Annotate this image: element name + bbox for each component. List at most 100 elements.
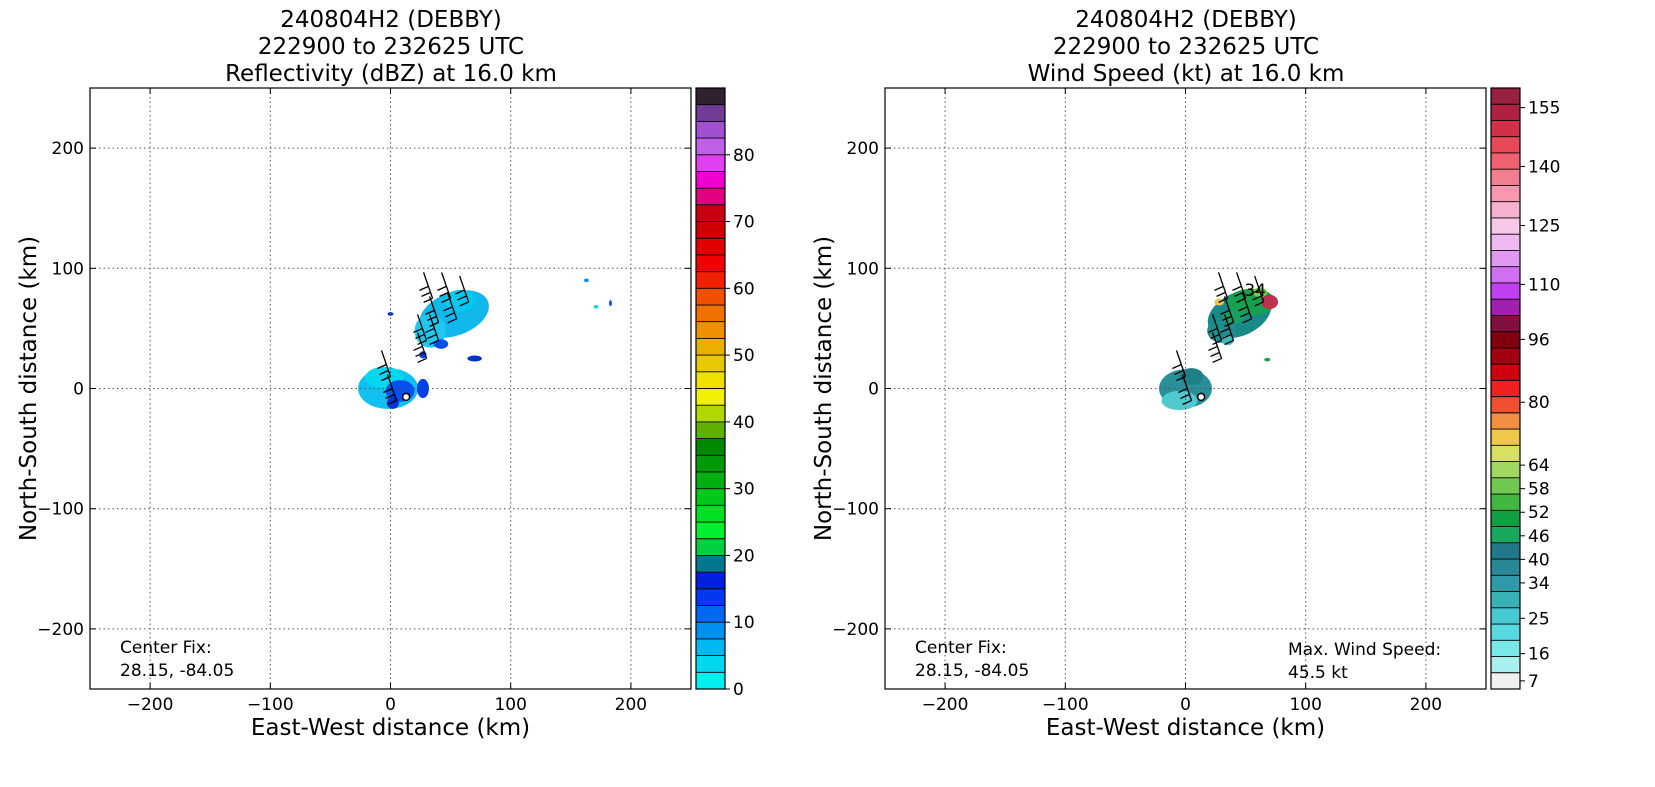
x-tick-label: 100	[494, 695, 526, 715]
data-blob	[1222, 309, 1245, 324]
colorbar-segment	[1491, 445, 1520, 462]
y-tick-label: 200	[52, 139, 84, 159]
colorbar-segment	[1491, 624, 1520, 641]
wind-barb	[419, 272, 434, 303]
center-fix-value: 28.15, -84.05	[120, 661, 234, 681]
colorbar-segment	[1491, 347, 1520, 365]
colorbar-tick-label: 25	[1528, 609, 1550, 629]
colorbar-segment	[1491, 315, 1520, 332]
data-blob	[416, 378, 429, 399]
x-tick-label: −100	[247, 695, 294, 715]
colorbar-segment	[1491, 152, 1520, 170]
panel-1: 240804H2 (DEBBY)222900 to 232625 UTCRefl…	[16, 7, 755, 741]
colorbar-segment	[696, 538, 725, 556]
colorbar-tick-label: 16	[1528, 645, 1550, 665]
panel-2: 240804H2 (DEBBY)222900 to 232625 UTCWind…	[811, 7, 1560, 741]
data-blob	[386, 396, 399, 409]
chart-title-line: 222900 to 232625 UTC	[1053, 34, 1319, 60]
colorbar-segment	[696, 555, 725, 573]
wind-barb	[1238, 292, 1253, 324]
chart-title-line: 240804H2 (DEBBY)	[1075, 7, 1297, 33]
max-wind-label: Max. Wind Speed:	[1288, 640, 1441, 660]
colorbar-segment	[696, 371, 725, 389]
y-tick-label: −100	[37, 500, 84, 520]
colorbar-segment	[696, 271, 725, 289]
wind-barb	[425, 296, 440, 327]
colorbar-segment	[696, 238, 725, 256]
y-axis-label: North-South distance (km)	[811, 236, 837, 541]
y-tick-label: 100	[847, 259, 879, 279]
colorbar-segment	[1491, 542, 1520, 560]
data-blob	[1261, 294, 1279, 310]
colorbar-segment	[1491, 266, 1520, 284]
colorbar-segment	[1491, 250, 1520, 267]
data-blob	[433, 339, 449, 349]
y-tick-label: 0	[868, 380, 879, 400]
colorbar-segment	[696, 121, 725, 139]
colorbar-segment	[696, 522, 725, 540]
center-fix-label: Center Fix:	[120, 638, 212, 658]
colorbar-tick-label: 46	[1528, 527, 1550, 547]
colorbar-segment	[1491, 331, 1520, 349]
colorbar: 0 10 20 30 40 50 60 70 80	[695, 87, 755, 700]
colorbar-segment	[1491, 461, 1520, 479]
colorbar-segment	[696, 388, 725, 406]
colorbar-segment	[696, 254, 725, 272]
wind-barbs	[377, 272, 470, 406]
colorbar-segment	[696, 88, 725, 105]
colorbar-tick-label: 64	[1528, 456, 1550, 476]
x-tick-label: 200	[615, 695, 647, 715]
colorbar-segment	[1491, 299, 1520, 316]
wind-barb	[443, 292, 458, 324]
colorbar-segment	[696, 638, 725, 656]
colorbar-tick-label: 80	[1528, 393, 1550, 413]
max-wind-value: 45.5 kt	[1288, 663, 1348, 683]
colorbar-segment	[696, 655, 725, 673]
colorbar-segment	[696, 455, 725, 473]
y-tick-label: 0	[73, 380, 84, 400]
colorbar-segment	[1491, 282, 1520, 300]
colorbar-segment	[1491, 136, 1520, 154]
x-axis-label: East-West distance (km)	[1046, 715, 1325, 741]
colorbar-segment	[696, 572, 725, 590]
wind-barb	[377, 350, 392, 382]
wind-barb	[1208, 332, 1223, 364]
data-blob	[467, 355, 482, 362]
y-tick-label: 100	[52, 259, 84, 279]
colorbar-segment	[1491, 640, 1520, 657]
colorbar-segment	[696, 471, 725, 489]
colorbar-segment	[1491, 412, 1520, 430]
colorbar-tick-label: 10	[733, 613, 755, 633]
x-tick-label: 200	[1410, 695, 1442, 715]
y-tick-label: −200	[37, 620, 84, 640]
colorbar-segment	[1491, 591, 1520, 609]
colorbar-tick-label: 110	[1528, 275, 1560, 295]
colorbar-segment	[1491, 575, 1520, 592]
colorbar-segment	[696, 405, 725, 423]
colorbar-segment	[696, 355, 725, 373]
colorbar-tick-label: 50	[733, 346, 755, 366]
colorbar-segment	[1491, 607, 1520, 625]
x-tick-label: 0	[1180, 695, 1191, 715]
colorbar-segment	[696, 588, 725, 606]
colorbar-segment	[1491, 510, 1520, 527]
chart-title-line: Wind Speed (kt) at 16.0 km	[1028, 61, 1345, 87]
colorbar-segment	[696, 104, 725, 122]
x-tick-label: −100	[1042, 695, 1089, 715]
colorbar-frame	[1490, 87, 1521, 690]
colorbar-tick-label: 20	[733, 546, 755, 566]
colorbar-segment	[1491, 656, 1520, 674]
colorbar-tick-label: 7	[1528, 672, 1539, 692]
x-tick-label: 0	[385, 695, 396, 715]
data-blob	[1161, 390, 1198, 411]
colorbar-segment	[696, 622, 725, 640]
colorbar-frame	[695, 87, 726, 690]
wind-barb	[383, 374, 398, 406]
colorbar-tick-label: 34	[1528, 574, 1550, 594]
colorbar-tick-label: 40	[733, 413, 755, 433]
colorbar-tick-label: 70	[733, 213, 755, 233]
colorbar-segment	[1491, 185, 1520, 203]
center-marker	[401, 392, 411, 402]
colorbar-segment	[696, 221, 725, 239]
chart-title-line: Reflectivity (dBZ) at 16.0 km	[225, 61, 557, 87]
